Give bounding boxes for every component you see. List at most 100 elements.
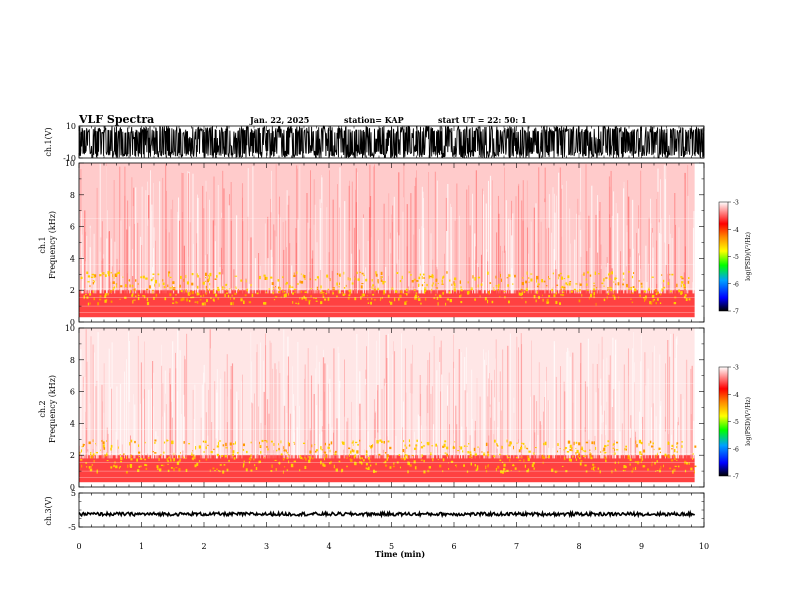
spectrogram-peak-speckle [635, 440, 637, 444]
spectrogram-peak-speckle [661, 274, 663, 276]
spectrogram-peak-speckle [163, 464, 165, 467]
spectrogram-peak-speckle [372, 293, 375, 296]
spectrogram-peak-speckle [267, 448, 269, 451]
spectrogram-peak-speckle [261, 439, 264, 443]
spectrogram-peak-speckle [399, 294, 402, 298]
spectrogram-peak-speckle [561, 465, 564, 467]
spectrogram-peak-speckle [421, 441, 422, 444]
spectrogram-peak-speckle [232, 450, 235, 454]
spectrogram-peak-speckle [509, 442, 512, 445]
spectrogram-peak-speckle [404, 293, 406, 295]
spectrogram-peak-speckle [536, 279, 538, 283]
spectrogram-peak-speckle [372, 444, 374, 447]
spectrogram-peak-speckle [499, 295, 501, 298]
spectrogram-peak-speckle [503, 467, 506, 471]
spectrogram-peak-speckle [491, 300, 494, 304]
spectrogram-peak-speckle [233, 457, 236, 460]
spectrogram-peak-speckle [304, 278, 306, 280]
spectrogram-peak-speckle [656, 460, 658, 463]
spectrogram-peak-speckle [155, 293, 158, 297]
x-tick-label: 9 [639, 542, 644, 551]
spectrogram-peak-speckle [251, 293, 254, 297]
spectrogram-peak-speckle [526, 447, 528, 449]
spectrogram-peak-speckle [605, 277, 608, 279]
spectrogram-peak-speckle [389, 300, 391, 303]
spectrogram-peak-speckle [368, 456, 370, 460]
spectrogram-peak-speckle [135, 295, 137, 297]
spectrogram-peak-speckle [209, 288, 211, 292]
spectrogram-peak-speckle [138, 444, 140, 447]
spectrogram-peak-speckle [315, 300, 318, 302]
spectrogram-peak-speckle [609, 286, 612, 290]
ch1-waveform-panel: 10 -10 [63, 122, 705, 163]
spectrogram-peak-speckle [300, 290, 303, 293]
spectrogram-peak-speckle [406, 454, 408, 457]
colorbar-scale [718, 201, 729, 312]
spectrogram-peak-speckle [153, 296, 155, 300]
spectrogram-peak-speckle [571, 447, 573, 450]
spectrogram-peak-speckle [349, 289, 352, 292]
spectrogram-peak-speckle [130, 454, 132, 458]
spectrogram-peak-speckle [256, 292, 259, 295]
spectrogram-peak-speckle [495, 275, 497, 279]
spectrogram-peak-speckle [439, 464, 442, 468]
spectrogram-peak-speckle [158, 457, 160, 462]
spectrogram-peak-speckle [640, 453, 643, 456]
spectrogram-peak-speckle [293, 441, 295, 443]
spectrogram-peak-speckle [558, 274, 560, 277]
spectrogram-peak-speckle [152, 277, 154, 280]
spectrogram-peak-speckle [667, 282, 670, 285]
spectrogram-peak-speckle [403, 456, 406, 460]
spectrogram-peak-speckle [275, 286, 276, 288]
spectrogram-peak-speckle [85, 462, 88, 464]
spectrogram-peak-speckle [195, 446, 197, 450]
spectrogram-peak-speckle [89, 285, 91, 287]
spectrogram-peak-speckle [265, 291, 267, 294]
spectrogram-peak-speckle [361, 283, 364, 285]
spectrogram-peak-speckle [366, 278, 367, 281]
spectrogram-peak-speckle [393, 462, 395, 465]
spectrogram-peak-speckle [102, 441, 105, 444]
spectrogram-peak-speckle [349, 277, 351, 281]
spectrogram-peak-speckle [589, 453, 592, 457]
spectrogram-peak-speckle [232, 301, 234, 306]
spectrogram-peak-speckle [167, 460, 170, 462]
ch2-ylabel-channel: ch.2 [38, 400, 47, 417]
spectrogram-peak-speckle [191, 457, 194, 460]
spectrogram-peak-speckle [588, 296, 590, 300]
spectrogram-peak-speckle [498, 283, 500, 287]
spectrogram-peak-speckle [250, 284, 252, 287]
spectrogram-peak-speckle [416, 280, 419, 282]
spectrogram-peak-speckle [607, 290, 609, 292]
spectrogram-peak-speckle [567, 275, 570, 279]
spectrogram-peak-speckle [407, 470, 409, 474]
spectrogram-peak-speckle [255, 467, 258, 470]
spectrogram-peak-speckle [272, 286, 274, 290]
spectrogram-peak-speckle [671, 273, 674, 276]
spectrogram-peak-speckle [572, 455, 574, 458]
spectrogram-peak-speckle [133, 299, 136, 301]
spectrogram-peak-speckle [610, 288, 613, 292]
spectrogram-peak-speckle [350, 458, 353, 463]
spectrogram-peak-speckle [593, 441, 595, 445]
colorbar-tick-label: -6 [733, 446, 739, 453]
spectrogram-peak-speckle [611, 470, 613, 474]
spectrogram-peak-speckle [480, 283, 483, 286]
spectrogram-peak-speckle [172, 297, 175, 301]
spectrogram-peak-speckle [442, 445, 445, 448]
spectrogram-peak-speckle [87, 302, 90, 306]
spectrogram-peak-speckle [209, 283, 211, 286]
spectrogram-peak-speckle [360, 296, 362, 300]
y-tick-label: -10 [63, 154, 76, 163]
spectrogram-peak-speckle [420, 302, 422, 305]
spectrogram-peak-speckle [680, 291, 683, 294]
spectrogram-peak-speckle [354, 277, 356, 280]
spectrogram-peak-speckle [418, 298, 421, 301]
spectrogram-peak-speckle [418, 283, 420, 287]
spectrogram-peak-speckle [584, 464, 587, 467]
spectrogram-peak-speckle [589, 449, 591, 451]
spectrogram-peak-speckle [411, 455, 414, 457]
spectrogram-peak-speckle [487, 299, 489, 304]
spectrogram-peak-speckle [431, 274, 434, 279]
spectrogram-peak-speckle [214, 470, 216, 472]
